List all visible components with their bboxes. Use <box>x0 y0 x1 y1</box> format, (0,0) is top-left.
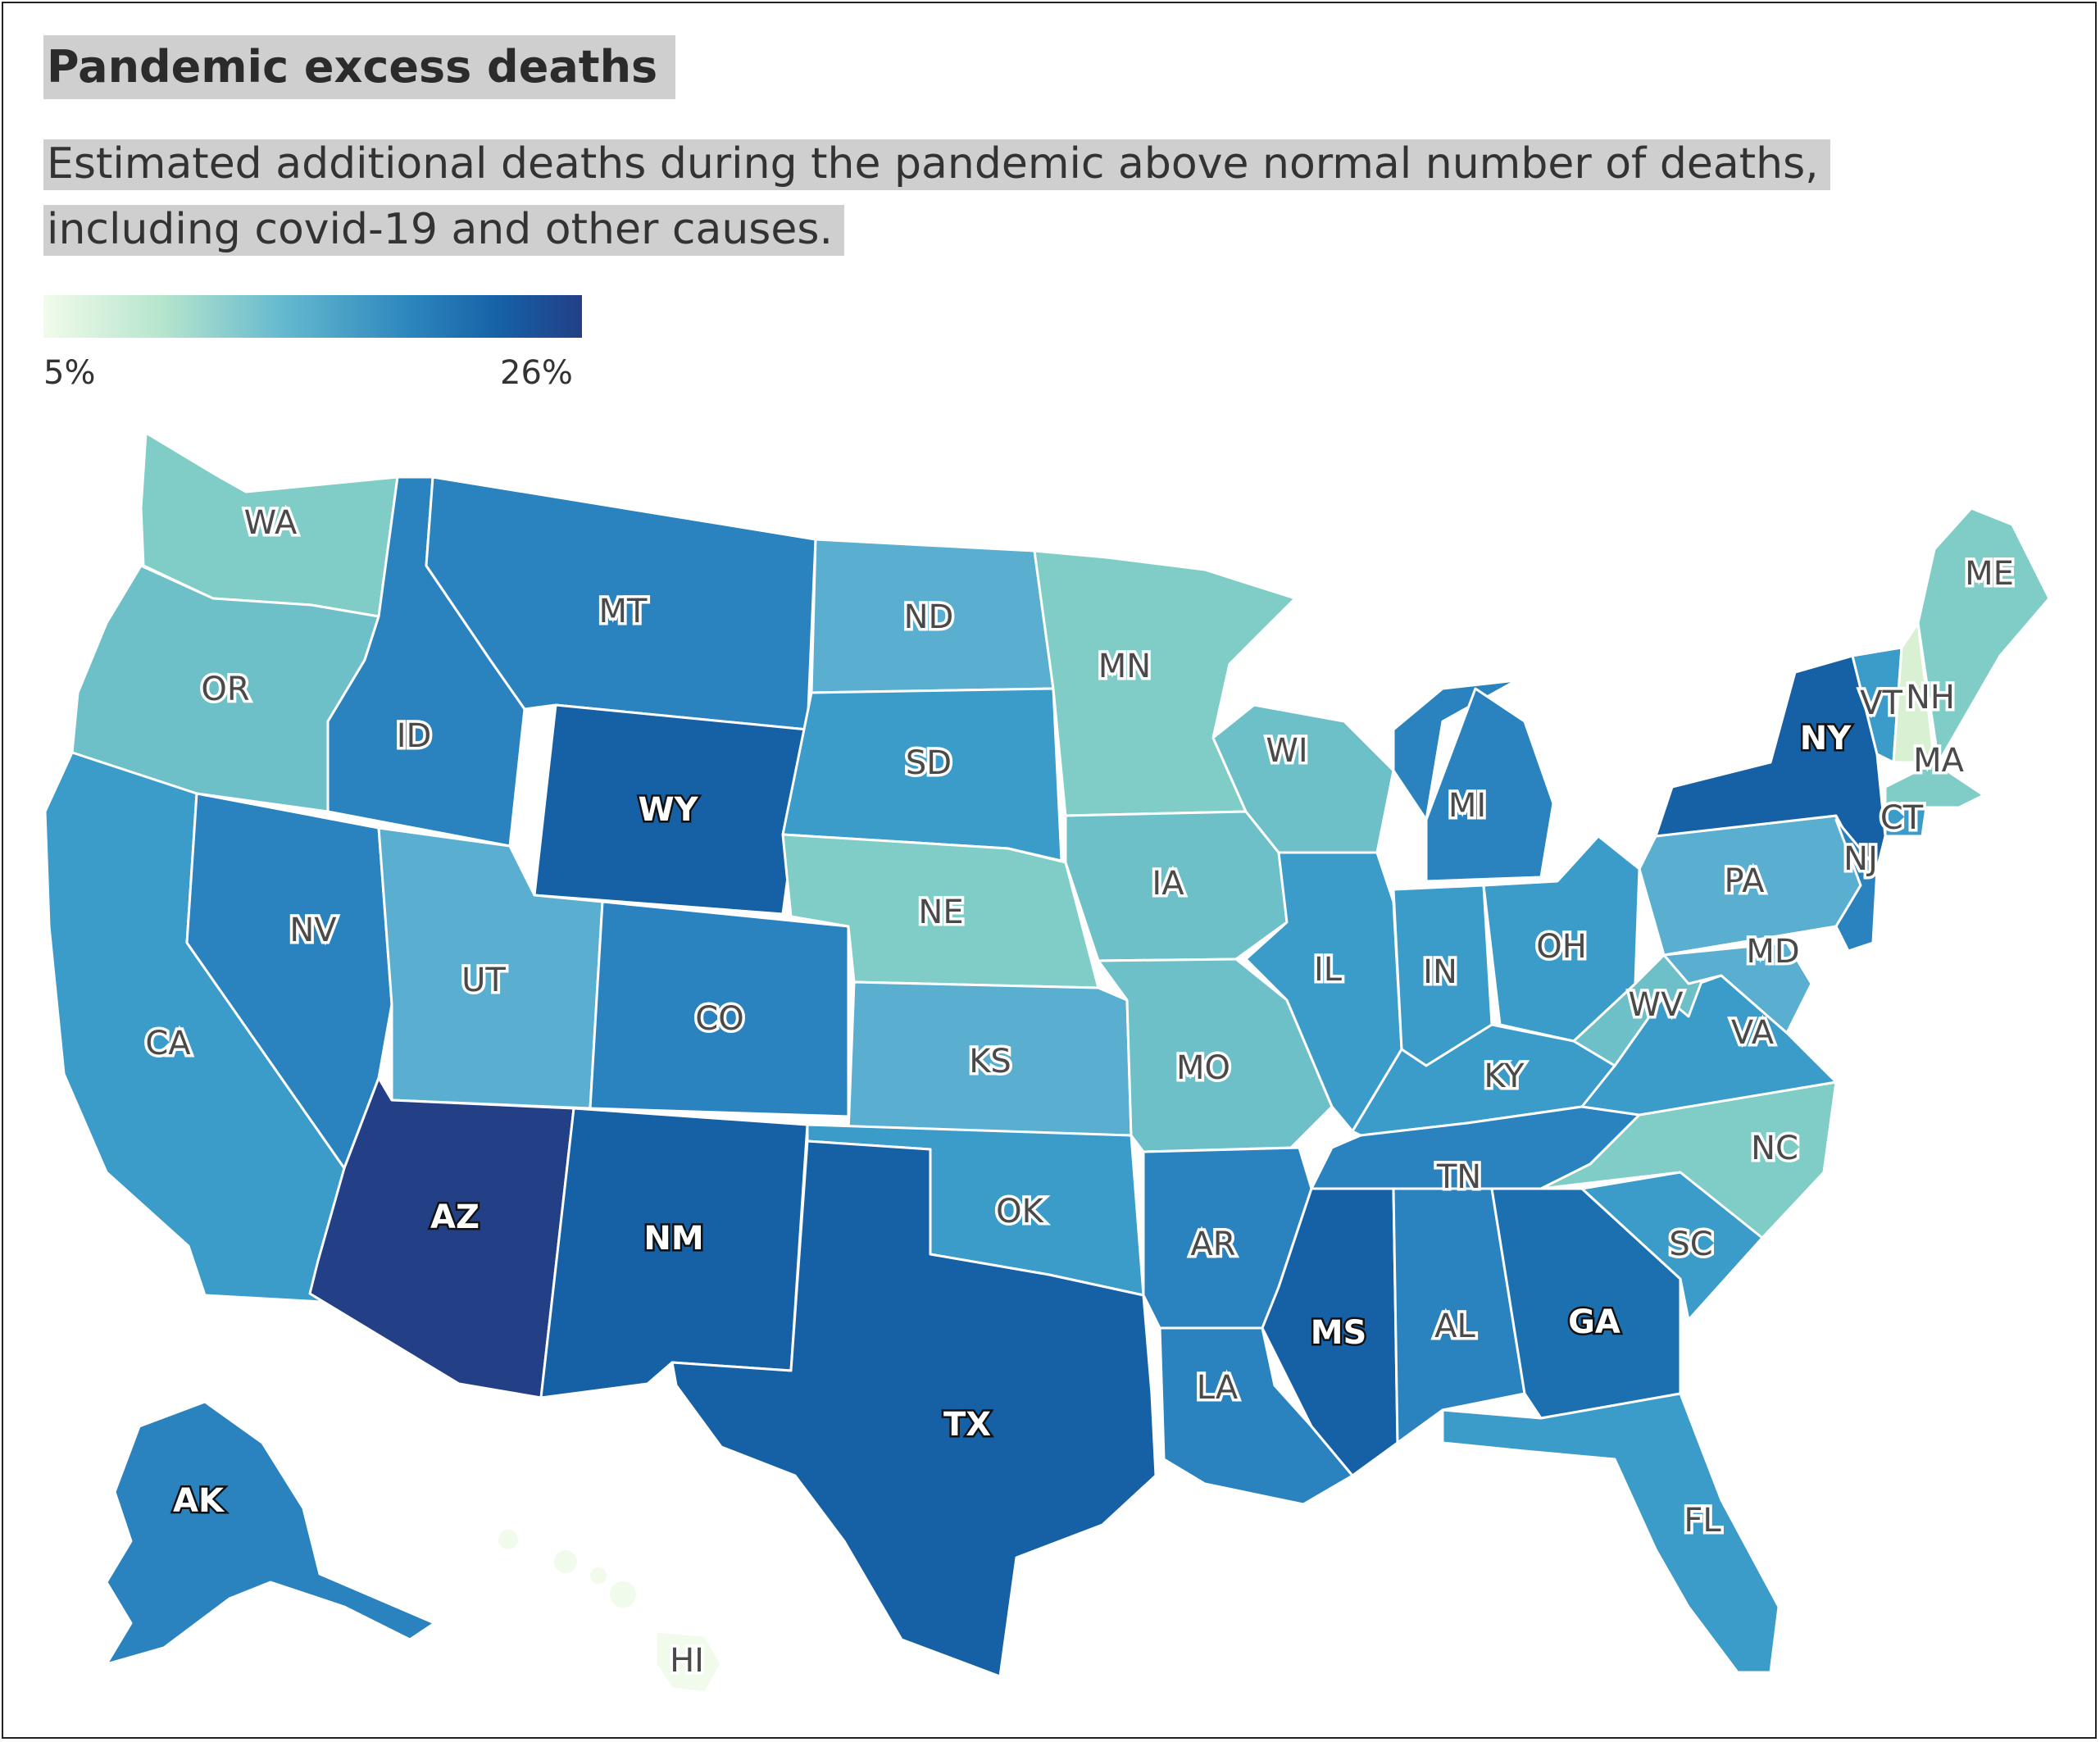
state-label-la: LA <box>1197 1369 1239 1407</box>
state-ma <box>1884 761 1985 809</box>
state-al <box>1392 1187 1526 1444</box>
state-fl <box>1441 1392 1780 1674</box>
state-label-ne: NE <box>918 894 963 931</box>
state-label-mo: MO <box>1176 1049 1230 1087</box>
state-label-al: AL <box>1434 1308 1475 1345</box>
state-label-nv: NV <box>289 912 337 949</box>
state-label-wi: WI <box>1266 732 1307 770</box>
state-label-mn: MN <box>1098 648 1151 685</box>
state-label-ar: AR <box>1190 1226 1235 1263</box>
state-label-ma: MA <box>1913 742 1965 780</box>
state-label-ia: IA <box>1152 865 1184 903</box>
hawaii-island <box>610 1581 636 1608</box>
state-label-id: ID <box>397 717 432 755</box>
state-wy <box>533 703 809 916</box>
state-label-va: VA <box>1731 1014 1775 1052</box>
state-label-sc: SC <box>1669 1226 1712 1263</box>
state-label-hi: HI <box>670 1642 704 1680</box>
state-ct <box>1884 806 1928 838</box>
state-label-ms: MS <box>1311 1314 1367 1352</box>
state-label-or: OR <box>201 671 249 708</box>
state-mn <box>1033 549 1297 817</box>
state-label-nd: ND <box>904 598 954 636</box>
state-wi <box>1211 703 1395 854</box>
state-mi <box>1425 687 1555 883</box>
state-mi <box>1392 679 1518 821</box>
state-label-mi: MI <box>1448 787 1486 825</box>
state-il <box>1244 851 1403 1133</box>
map-subtitle: Estimated additional deaths during the p… <box>43 131 1830 262</box>
state-label-az: AZ <box>430 1198 480 1236</box>
state-md <box>1662 941 1813 1035</box>
state-label-md: MD <box>1746 933 1799 971</box>
state-labels: WA OR CA ID NV MT WY UT AZ CO NM ND SD NE KS OK TX MN IA MO… <box>143 502 2017 1683</box>
state-label-ga: GA <box>1568 1303 1620 1341</box>
state-label-ct: CT <box>1880 799 1924 837</box>
state-hi <box>654 1630 723 1694</box>
subtitle-line-2: including covid-19 and other causes. <box>43 205 844 256</box>
state-label-ny: NY <box>1800 720 1852 757</box>
state-label-wa: WA <box>244 504 298 542</box>
state-label-ky: KY <box>1484 1057 1525 1095</box>
state-oh <box>1482 835 1641 1043</box>
state-label-fl: FL <box>1684 1502 1721 1540</box>
state-label-nh: NH <box>1906 679 1955 716</box>
state-tx <box>670 1139 1157 1678</box>
state-me <box>1916 507 2051 764</box>
map-title: Pandemic excess deaths <box>43 35 676 99</box>
hawaii-island <box>590 1567 607 1584</box>
legend-max-label: 26% <box>500 354 573 392</box>
state-label-ak: AK <box>173 1482 225 1520</box>
state-label-sd: SD <box>906 744 952 782</box>
state-nj <box>1834 818 1879 953</box>
state-label-ok: OK <box>996 1193 1044 1230</box>
state-label-vt: VT <box>1860 685 1902 722</box>
state-label-nj: NJ <box>1843 840 1878 878</box>
state-label-pa: PA <box>1725 862 1766 900</box>
state-label-me: ME <box>1965 555 2014 593</box>
state-label-nc: NC <box>1751 1130 1798 1167</box>
state-ak <box>105 1400 436 1666</box>
state-label-wv: WV <box>1629 986 1684 1024</box>
state-label-tx: TX <box>943 1406 991 1444</box>
state-label-mt: MT <box>599 593 648 630</box>
state-label-tn: TN <box>1436 1158 1481 1196</box>
state-label-co: CO <box>695 1000 743 1038</box>
hawaii-island <box>498 1530 518 1549</box>
state-label-wy: WY <box>638 791 698 829</box>
state-label-nm: NM <box>643 1220 703 1258</box>
state-label-il: IL <box>1314 951 1343 989</box>
hawaii-island <box>554 1550 577 1573</box>
state-label-ut: UT <box>461 962 506 999</box>
state-label-ks: KS <box>969 1043 1011 1080</box>
color-scale-legend <box>43 295 582 338</box>
state-label-in: IN <box>1423 953 1457 991</box>
state-nc <box>1539 1080 1838 1239</box>
state-shapes <box>43 431 2051 1694</box>
state-label-oh: OH <box>1536 928 1587 966</box>
state-label-ca: CA <box>145 1025 191 1062</box>
legend-min-label: 5% <box>43 354 96 392</box>
subtitle-line-1: Estimated additional deaths during the p… <box>43 139 1830 190</box>
